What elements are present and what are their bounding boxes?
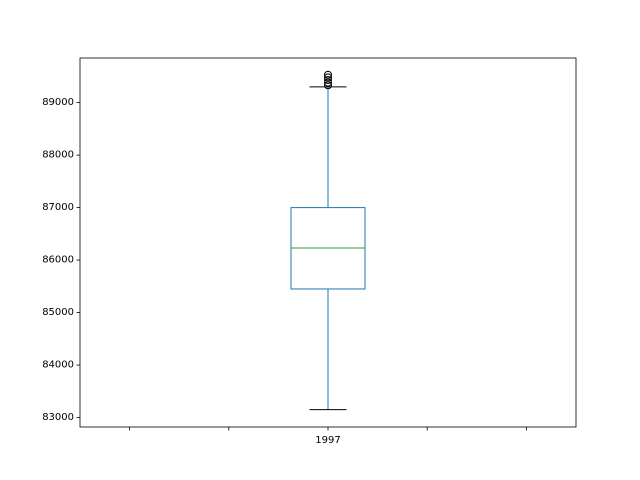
outlier-point-4 xyxy=(324,70,332,79)
x-axis: 1997 xyxy=(129,427,527,446)
y-tick-label-0: 83000 xyxy=(42,412,74,423)
y-axis: 83000 84000 85000 86000 87000 88000 89000 xyxy=(42,97,80,423)
y-tick-label-1: 84000 xyxy=(42,360,74,371)
x-tick-label-2: 1997 xyxy=(315,435,340,446)
y-tick-label-4: 87000 xyxy=(42,202,74,213)
outlier-point-3 xyxy=(324,73,332,82)
outlier-point-2 xyxy=(324,76,332,85)
boxes xyxy=(290,70,366,411)
outlier-point-0 xyxy=(324,81,332,90)
y-tick-label-5: 88000 xyxy=(42,150,74,161)
y-tick-label-6: 89000 xyxy=(42,97,74,108)
y-tick-label-2: 85000 xyxy=(42,307,74,318)
outlier-point-1 xyxy=(324,78,332,87)
y-tick-label-3: 86000 xyxy=(42,255,74,266)
